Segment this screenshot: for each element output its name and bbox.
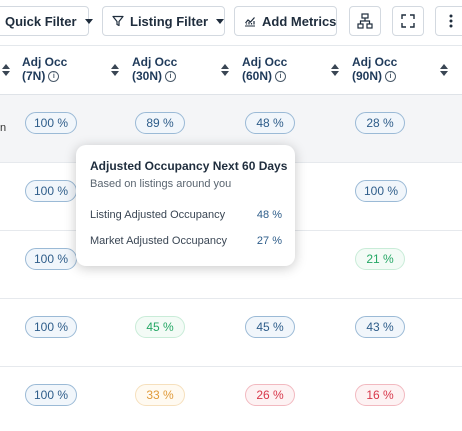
sort-icon[interactable] — [2, 64, 10, 78]
tooltip-title: Adjusted Occupancy Next 60 Days — [90, 159, 288, 173]
adj-occ-7n-value: 100 % — [25, 248, 78, 270]
tooltip-listing-value: 48 % — [256, 209, 282, 221]
adj-occ-90n-value: 100 % — [355, 180, 408, 202]
sort-icon[interactable] — [111, 64, 119, 78]
info-icon[interactable]: i — [165, 70, 177, 82]
adj-occ-60n-value: 26 % — [245, 384, 295, 406]
tooltip-market-label: Market Adjusted Occupancy — [90, 235, 227, 247]
sort-icon[interactable] — [440, 64, 448, 78]
column-header-adj-occ-7n[interactable]: Adj Occ (7N) i — [22, 55, 67, 83]
table-row[interactable]: 100 % 45 % 45 % 43 % — [0, 299, 462, 367]
adj-occ-30n-value: 45 % — [135, 316, 185, 338]
more-button[interactable] — [435, 6, 462, 36]
adj-occ-7n-value: 100 % — [25, 316, 78, 338]
info-icon[interactable]: i — [48, 70, 60, 82]
sort-icon[interactable] — [331, 64, 339, 78]
adj-occ-60n-value: 45 % — [245, 316, 295, 338]
column-header-line2: (60N) — [242, 69, 273, 83]
more-vertical-icon — [449, 14, 453, 28]
adj-occ-90n-value: 21 % — [355, 248, 405, 270]
adjusted-occupancy-tooltip: Adjusted Occupancy Next 60 Days Based on… — [76, 145, 295, 266]
listing-filter-button[interactable]: Listing Filter — [102, 6, 225, 36]
quick-filter-label: Quick Filter — [5, 13, 77, 29]
column-header-line1: Adj Occ — [132, 55, 178, 69]
quick-filter-button[interactable]: Quick Filter — [0, 6, 93, 36]
adj-occ-30n-value: 33 % — [135, 384, 185, 406]
adj-occ-90n-value: 28 % — [355, 112, 405, 134]
column-header-adj-occ-60n[interactable]: Adj Occ (60N) i — [242, 55, 287, 83]
add-metrics-button[interactable]: Add Metrics — [234, 6, 337, 36]
tooltip-market-value: 27 % — [256, 235, 282, 247]
chevron-down-icon — [216, 18, 224, 24]
table-row[interactable]: 100 % 33 % 26 % 16 % — [0, 367, 462, 431]
filter-funnel-icon — [112, 15, 124, 27]
info-icon[interactable]: i — [275, 70, 287, 82]
column-header-adj-occ-30n[interactable]: Adj Occ (30N) i — [132, 55, 177, 83]
fullscreen-icon — [401, 14, 415, 28]
chart-metrics-icon — [244, 15, 256, 27]
column-header-adj-occ-90n[interactable]: Adj Occ (90N) i — [352, 55, 397, 83]
adj-occ-90n-value: 43 % — [355, 316, 405, 338]
tooltip-subtitle: Based on listings around you — [90, 178, 232, 190]
adj-occ-7n-value: 100 % — [25, 384, 78, 406]
sort-icon[interactable] — [221, 64, 229, 78]
adj-occ-90n-value: 16 % — [355, 384, 405, 406]
info-icon[interactable]: i — [385, 70, 397, 82]
tooltip-listing-row: Listing Adjusted Occupancy 48 % — [90, 209, 282, 221]
chevron-down-icon — [84, 18, 93, 24]
row-edge-text: n — [0, 122, 7, 134]
add-metrics-label: Add Metrics — [262, 13, 337, 29]
table-header: Adj Occ (7N) i Adj Occ (30N) i Adj Occ (60… — [0, 45, 462, 95]
toolbar: Quick Filter Listing Filter Add Metrics — [0, 0, 462, 45]
column-header-line2: (7N) — [22, 69, 46, 83]
column-header-line1: Adj Occ — [352, 55, 398, 69]
column-header-line1: Adj Occ — [242, 55, 288, 69]
column-header-line2: (90N) — [352, 69, 383, 83]
adj-occ-7n-value: 100 % — [25, 112, 78, 134]
hierarchy-button[interactable] — [349, 6, 381, 36]
tooltip-listing-label: Listing Adjusted Occupancy — [90, 209, 226, 221]
column-header-line2: (30N) — [132, 69, 163, 83]
adj-occ-30n-value: 89 % — [135, 112, 185, 134]
adj-occ-7n-value: 100 % — [25, 180, 78, 202]
tooltip-market-row: Market Adjusted Occupancy 27 % — [90, 235, 282, 247]
listing-filter-label: Listing Filter — [130, 13, 208, 29]
hierarchy-icon — [357, 13, 373, 29]
adj-occ-60n-value[interactable]: 48 % — [245, 112, 295, 134]
fullscreen-button[interactable] — [392, 6, 424, 36]
column-header-line1: Adj Occ — [22, 55, 68, 69]
